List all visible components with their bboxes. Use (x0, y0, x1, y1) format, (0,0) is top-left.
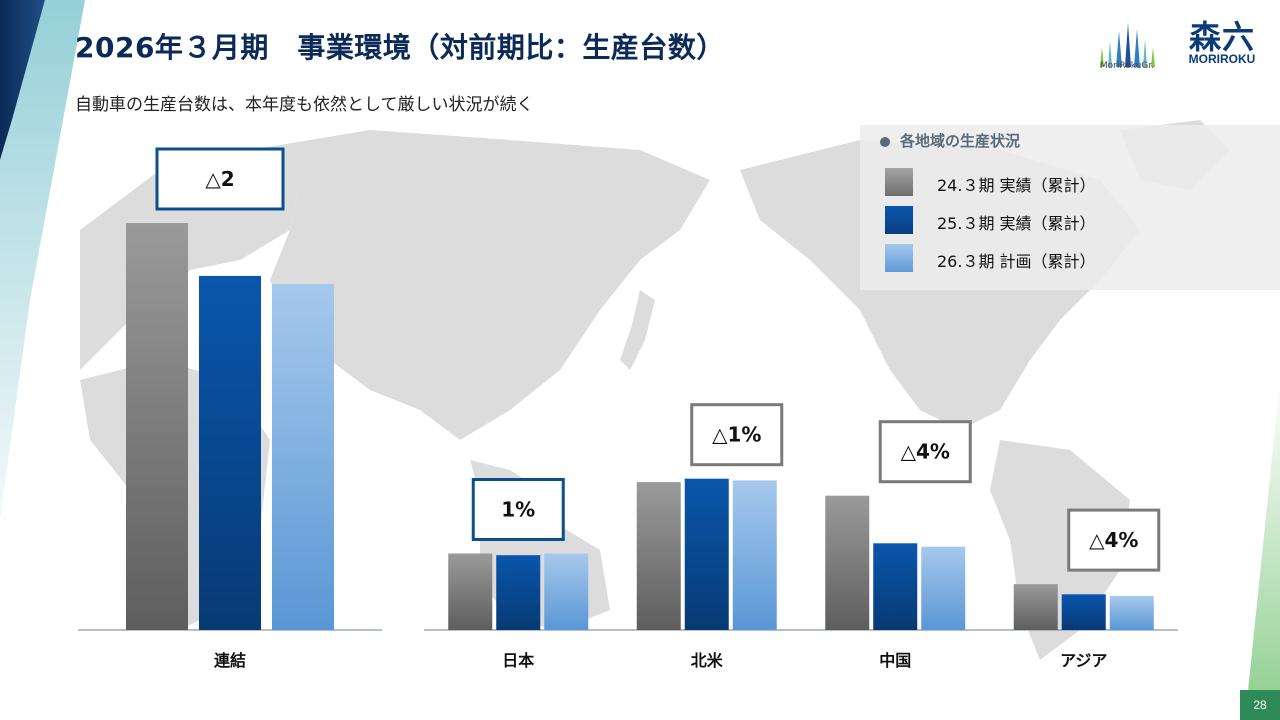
legend-item: 24.３期 実績（累計） (885, 168, 1125, 198)
bar-アジア-0 (1013, 584, 1058, 630)
bar-中国-2 (921, 546, 966, 630)
brand-kanji: 森六 (1188, 18, 1255, 56)
annotation-label: △4% (1089, 528, 1138, 552)
page-title: 2026年３月期 事業環境（対前期比：生産台数） (75, 31, 725, 64)
x-tick-label: 日本 (502, 651, 534, 670)
annotation-label: △1% (712, 423, 761, 447)
annotation-box (878, 420, 972, 484)
annotation-label: △4% (901, 440, 950, 464)
legend-item: 25.３期 実績（累計） (885, 206, 1125, 236)
legend-swatch (885, 244, 913, 272)
bar-連結-2 (272, 284, 334, 630)
brand-name: MORIROKU (1188, 52, 1256, 66)
annotation-label: 1% (501, 498, 535, 522)
bar-日本-1 (496, 555, 541, 630)
bar-北米-0 (636, 482, 681, 630)
legend-label: 24.３期 実績（累計） (937, 176, 1096, 195)
annotation-box (155, 147, 285, 211)
bar-北米-1 (684, 478, 729, 630)
annotation-box (471, 478, 565, 541)
moriroku-group-logo-icon (1100, 23, 1155, 67)
bar-日本-0 (448, 553, 493, 630)
right-decoration (1245, 380, 1280, 720)
page-number: 28 (1240, 690, 1280, 720)
legend-title-text: 各地域の生産状況 (900, 132, 1021, 150)
legend-swatch (885, 168, 913, 196)
annotation-box (690, 403, 784, 467)
annotation-label: △2 (205, 167, 234, 191)
legend-panel (860, 125, 1280, 290)
legend-title: 各地域の生産状況 (880, 130, 1020, 151)
x-tick-label: 連結 (214, 651, 246, 670)
legend-swatch (885, 206, 913, 234)
annotation-box (1067, 508, 1161, 572)
bar-中国-0 (825, 495, 870, 630)
bar-アジア-2 (1109, 596, 1154, 630)
legend-label: 26.３期 計画（累計） (937, 252, 1096, 271)
x-tick-label: 北米 (691, 651, 724, 670)
bar-連結-1 (199, 275, 261, 630)
logo-caption: MoriRokuGr. (1099, 61, 1155, 71)
legend-bullet-icon (880, 137, 890, 147)
left-decoration (0, 0, 85, 520)
bar-連結-0 (126, 223, 188, 630)
bar-日本-2 (544, 553, 589, 630)
x-tick-label: 中国 (879, 651, 911, 670)
bar-北米-2 (732, 480, 777, 630)
bar-アジア-1 (1061, 594, 1106, 630)
legend-label: 25.３期 実績（累計） (937, 214, 1096, 233)
page-subtitle: 自動車の生産台数は、本年度も依然として厳しい状況が続く (75, 95, 534, 115)
legend-item: 26.３期 計画（累計） (885, 244, 1125, 274)
x-tick-label: アジア (1060, 651, 1107, 670)
bar-中国-1 (873, 543, 918, 630)
